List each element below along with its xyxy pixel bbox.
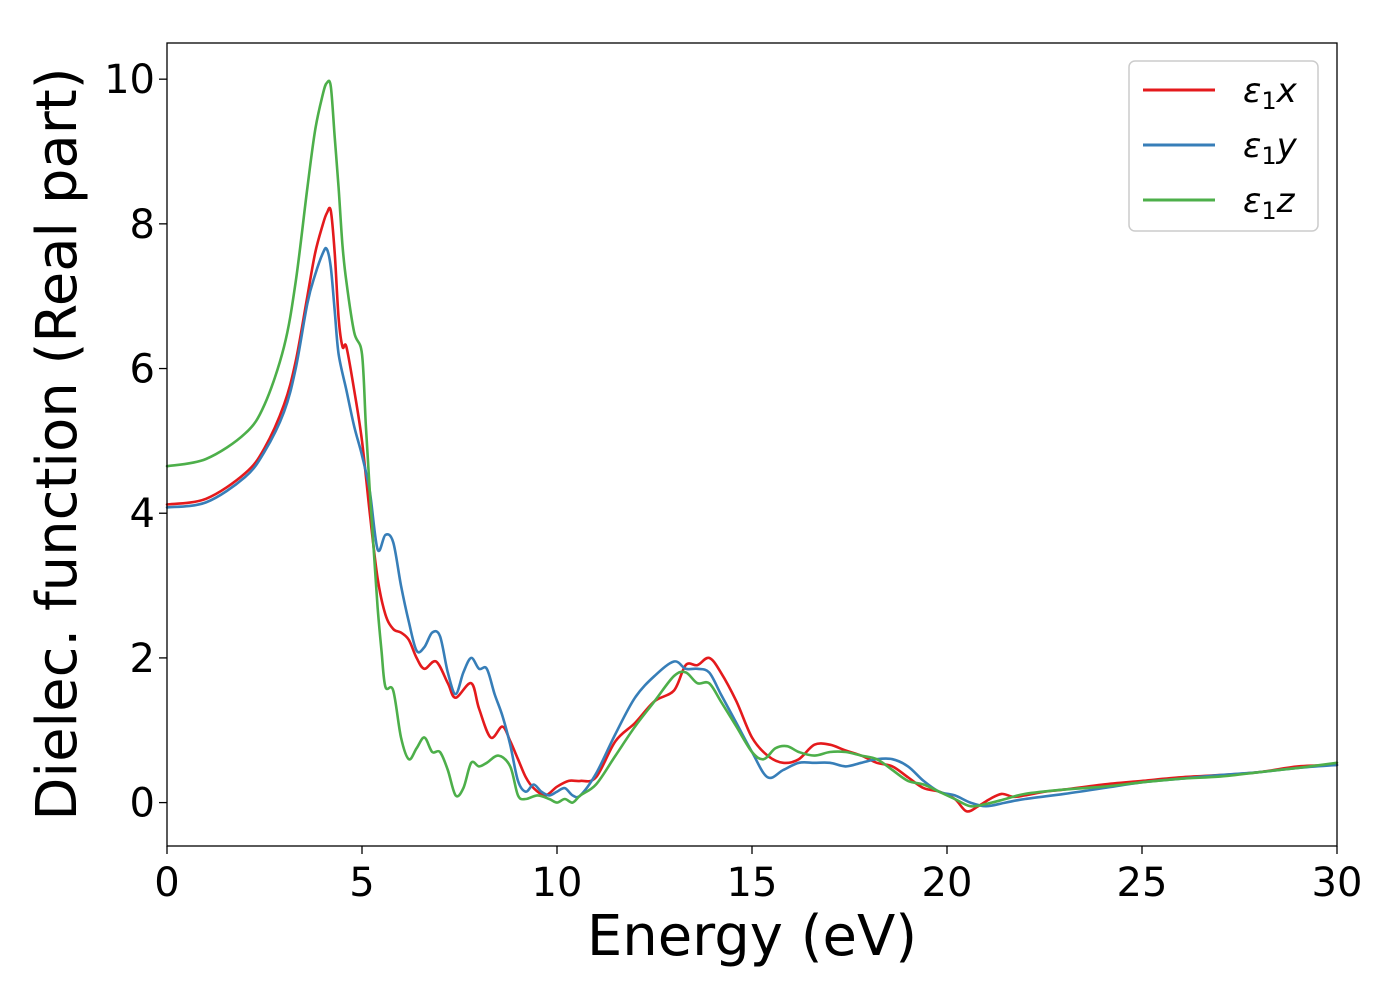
x-axis: 0 5 10 15 20 25 30 (154, 846, 1362, 906)
legend-label-y: ε1y (1243, 126, 1298, 170)
x-tick-label: 0 (154, 860, 179, 906)
y-tick-label: 4 (130, 491, 155, 537)
legend-label-x: ε1x (1243, 71, 1298, 115)
x-tick-label: 10 (532, 860, 583, 906)
series-layer (165, 79, 1339, 813)
legend-box (1128, 60, 1319, 232)
legend-label-z: ε1z (1243, 181, 1296, 225)
x-tick-label: 20 (922, 860, 973, 906)
y-axis: 0 2 4 6 8 10 (104, 57, 167, 827)
x-tick-label: 15 (727, 860, 778, 906)
y-tick-label: 0 (130, 781, 155, 827)
y-tick-label: 6 (130, 347, 155, 393)
legend: ε1x ε1y ε1z (1128, 60, 1319, 232)
x-tick-label: 30 (1312, 860, 1363, 906)
y-tick-label: 8 (130, 202, 155, 248)
series-line-z (165, 79, 1339, 808)
y-tick-label: 2 (130, 636, 155, 682)
y-axis-label: Dielec. function (Real part) (25, 67, 90, 820)
x-tick-label: 5 (349, 860, 374, 906)
y-tick-label: 10 (104, 57, 155, 103)
x-axis-label: Energy (eV) (587, 904, 917, 969)
x-tick-label: 25 (1117, 860, 1168, 906)
